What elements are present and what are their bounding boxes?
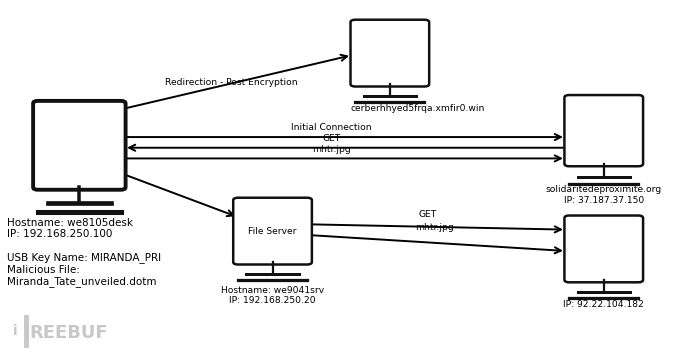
Text: i: i xyxy=(13,324,18,338)
Text: Hostname: we8105desk
IP: 192.168.250.100

USB Key Name: MIRANDA_PRI
Malicious Fi: Hostname: we8105desk IP: 192.168.250.100… xyxy=(7,218,161,287)
Text: Redirection - Post Encryption: Redirection - Post Encryption xyxy=(165,78,297,87)
Text: IP: 92.22.104.182: IP: 92.22.104.182 xyxy=(563,300,644,309)
FancyBboxPatch shape xyxy=(33,101,126,190)
FancyBboxPatch shape xyxy=(233,198,312,265)
FancyBboxPatch shape xyxy=(351,20,429,87)
Text: cerberhhyed5frqa.xmfir0.win: cerberhhyed5frqa.xmfir0.win xyxy=(351,104,484,113)
Text: mhtr.jpg: mhtr.jpg xyxy=(415,223,454,232)
FancyBboxPatch shape xyxy=(564,95,643,166)
Text: Hostname: we9041srv
IP: 192.168.250.20: Hostname: we9041srv IP: 192.168.250.20 xyxy=(221,286,324,305)
Text: solidaritedeproximite.org
IP: 37.187.37.150: solidaritedeproximite.org IP: 37.187.37.… xyxy=(546,185,662,205)
FancyBboxPatch shape xyxy=(564,215,643,282)
Text: REEBUF: REEBUF xyxy=(30,324,108,342)
Text: mhtr.jpg: mhtr.jpg xyxy=(312,145,351,154)
Text: Initial Connection: Initial Connection xyxy=(291,123,371,132)
Text: GET: GET xyxy=(322,134,340,143)
Text: GET: GET xyxy=(419,210,437,219)
Text: File Server: File Server xyxy=(248,227,297,236)
